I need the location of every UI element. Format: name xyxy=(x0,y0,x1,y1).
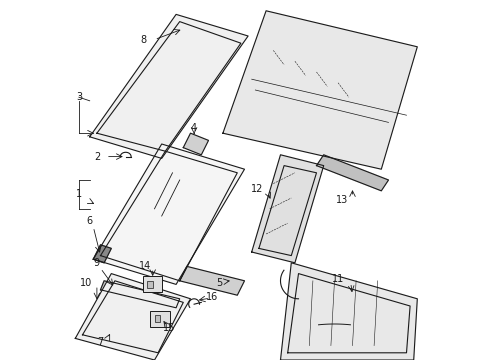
FancyBboxPatch shape xyxy=(142,276,162,292)
FancyBboxPatch shape xyxy=(150,311,169,327)
Text: 7: 7 xyxy=(97,337,103,347)
Text: 5: 5 xyxy=(216,278,222,288)
Bar xyxy=(154,315,160,322)
Text: 3: 3 xyxy=(76,92,82,102)
Polygon shape xyxy=(89,14,247,158)
Polygon shape xyxy=(280,263,416,360)
Polygon shape xyxy=(316,155,387,191)
Polygon shape xyxy=(183,133,208,155)
Text: 1: 1 xyxy=(76,189,82,199)
Polygon shape xyxy=(101,281,179,308)
Text: 8: 8 xyxy=(141,35,146,45)
Polygon shape xyxy=(93,144,244,284)
Text: 2: 2 xyxy=(94,152,100,162)
Text: 13: 13 xyxy=(335,195,347,205)
Text: 16: 16 xyxy=(205,292,218,302)
Text: 12: 12 xyxy=(250,184,263,194)
Text: 6: 6 xyxy=(86,216,93,226)
Text: 9: 9 xyxy=(94,258,100,268)
Polygon shape xyxy=(223,11,416,169)
Text: 11: 11 xyxy=(331,274,344,284)
Polygon shape xyxy=(75,274,190,360)
Text: 14: 14 xyxy=(139,261,151,271)
Polygon shape xyxy=(179,266,244,295)
Text: 15: 15 xyxy=(163,323,175,333)
Polygon shape xyxy=(93,245,111,263)
Text: 10: 10 xyxy=(80,278,92,288)
Text: 4: 4 xyxy=(191,123,197,133)
Polygon shape xyxy=(251,155,323,263)
Bar xyxy=(147,281,152,288)
